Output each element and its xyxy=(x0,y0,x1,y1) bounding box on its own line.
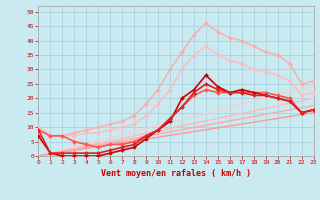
X-axis label: Vent moyen/en rafales ( km/h ): Vent moyen/en rafales ( km/h ) xyxy=(101,169,251,178)
